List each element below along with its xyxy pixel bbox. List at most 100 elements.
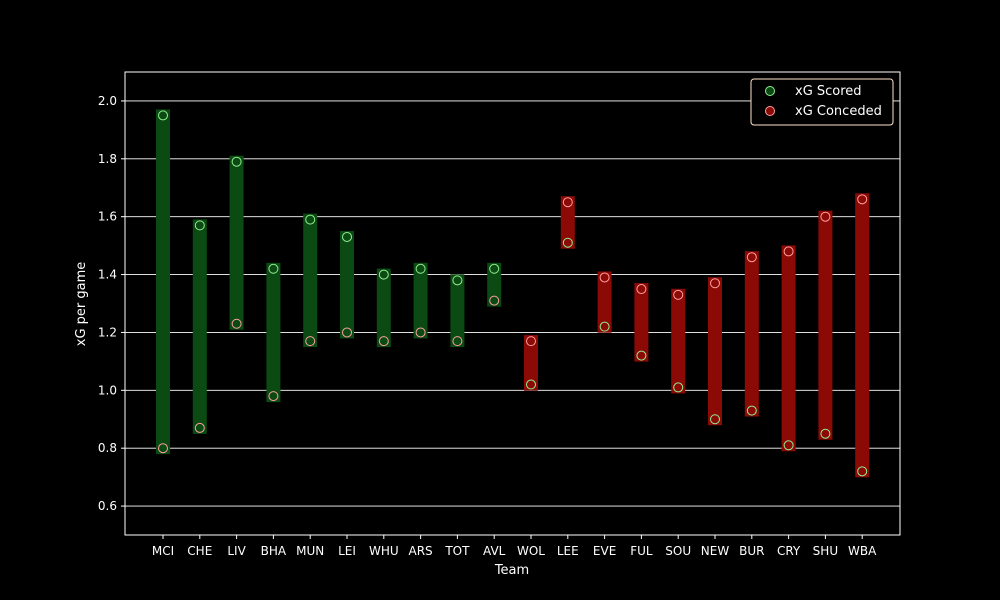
range-bar-liv [229,155,244,330]
range-bar-che [192,219,207,434]
y-axis-ticks: 0.6 0.8 1.0 1.2 1.4 1.6 1.8 2.0 [98,94,125,513]
x-tick-label: SOU [665,544,691,558]
point-conceded-sou [673,289,684,300]
range-bar-mun [303,213,318,348]
point-conceded-eve [599,272,610,283]
y-tick-label: 0.6 [98,499,117,513]
point-scored-wol [526,379,536,390]
point-conceded-che [194,422,205,433]
x-tick-label: MCI [152,544,174,558]
point-scored-che [194,220,205,231]
point-scored-ars [415,263,426,274]
point-scored-avl [489,263,500,274]
y-tick-label: 1.2 [98,325,117,339]
x-tick-label: SHU [813,544,838,558]
x-tick-label: LEE [557,544,579,558]
range-bar-avl [487,262,502,307]
point-scored-shu [820,428,831,439]
points-layer [158,110,868,477]
x-tick-label: NEW [701,544,730,558]
range-bar-mci [156,109,170,455]
x-axis-label: Team [494,563,529,578]
x-tick-label: WBA [848,544,877,558]
point-scored-wba [857,466,868,477]
range-bar-new [708,277,722,426]
x-tick-label: MUN [296,544,324,558]
range-bar-bur [744,251,759,417]
point-scored-tot [452,275,463,286]
range-bar-eve [597,271,612,333]
range-bar-tot [450,274,465,348]
point-scored-eve [599,321,610,332]
point-conceded-cry [783,246,794,257]
point-conceded-whu [378,336,389,347]
x-axis-ticks: MCI CHE LIV BHA MUN LEI WHU ARS TOT AVL WOL LEE EVE F… [152,535,877,558]
point-conceded-lee [562,197,573,208]
point-conceded-wba [857,194,868,205]
range-bar-whu [376,268,391,348]
legend-label-conceded: xG Conceded [795,104,882,119]
point-conceded-shu [820,211,831,222]
point-scored-lee [562,237,573,248]
point-conceded-tot [452,336,463,347]
x-tick-label: AVL [483,544,506,558]
point-scored-mun [305,214,316,225]
plot-frame [124,71,901,536]
point-scored-bur [746,405,757,416]
point-conceded-lei [342,327,352,338]
point-scored-sou [673,382,684,393]
range-bar-sou [671,288,686,394]
point-conceded-ars [415,327,426,338]
y-tick-label: 1.6 [98,210,117,224]
x-tick-label: CRY [777,544,801,558]
x-tick-label: BUR [739,544,764,558]
legend: xG Scored xG Conceded [750,78,894,126]
x-tick-label: LIV [227,544,246,558]
x-tick-label: LEI [338,544,356,558]
x-tick-label: EVE [593,544,616,558]
legend-marker-conceded [765,106,775,116]
x-tick-label: CHE [187,544,212,558]
range-bar-cry [781,245,796,452]
y-tick-label: 2.0 [98,94,117,108]
legend-box [750,78,894,126]
y-tick-label: 1.8 [98,152,117,166]
point-conceded-liv [231,318,242,329]
point-scored-liv [231,156,242,167]
x-tick-label: TOT [444,544,470,558]
range-bar-ars [413,262,428,339]
point-conceded-wol [526,336,536,347]
range-bar-ful [634,283,649,362]
point-scored-lei [342,231,352,242]
point-scored-bha [268,263,279,274]
point-conceded-bha [268,391,279,402]
x-tick-label: FUL [630,544,653,558]
point-conceded-mun [305,336,316,347]
point-scored-new [710,414,720,425]
legend-marker-scored [765,86,775,96]
point-scored-mci [158,110,168,121]
point-conceded-bur [746,252,757,263]
y-tick-label: 1.4 [98,268,117,282]
y-tick-label: 0.8 [98,441,117,455]
point-scored-ful [636,350,647,361]
y-tick-label: 1.0 [98,383,117,397]
y-axis-label: xG per game [74,262,89,347]
bars-layer [156,109,870,478]
range-bar-bha [266,262,281,403]
range-bar-shu [818,210,833,440]
x-tick-label: WHU [369,544,399,558]
legend-label-scored: xG Scored [795,84,862,99]
point-scored-cry [783,440,794,451]
range-bar-lei [340,230,354,339]
point-scored-whu [378,269,389,280]
x-tick-label: WOL [517,544,545,558]
point-conceded-avl [489,295,500,306]
range-bar-lee [560,196,575,249]
range-bar-wol [524,335,538,391]
x-tick-label: BHA [261,544,287,558]
x-tick-label: ARS [409,544,433,558]
range-bar-wba [855,193,870,478]
